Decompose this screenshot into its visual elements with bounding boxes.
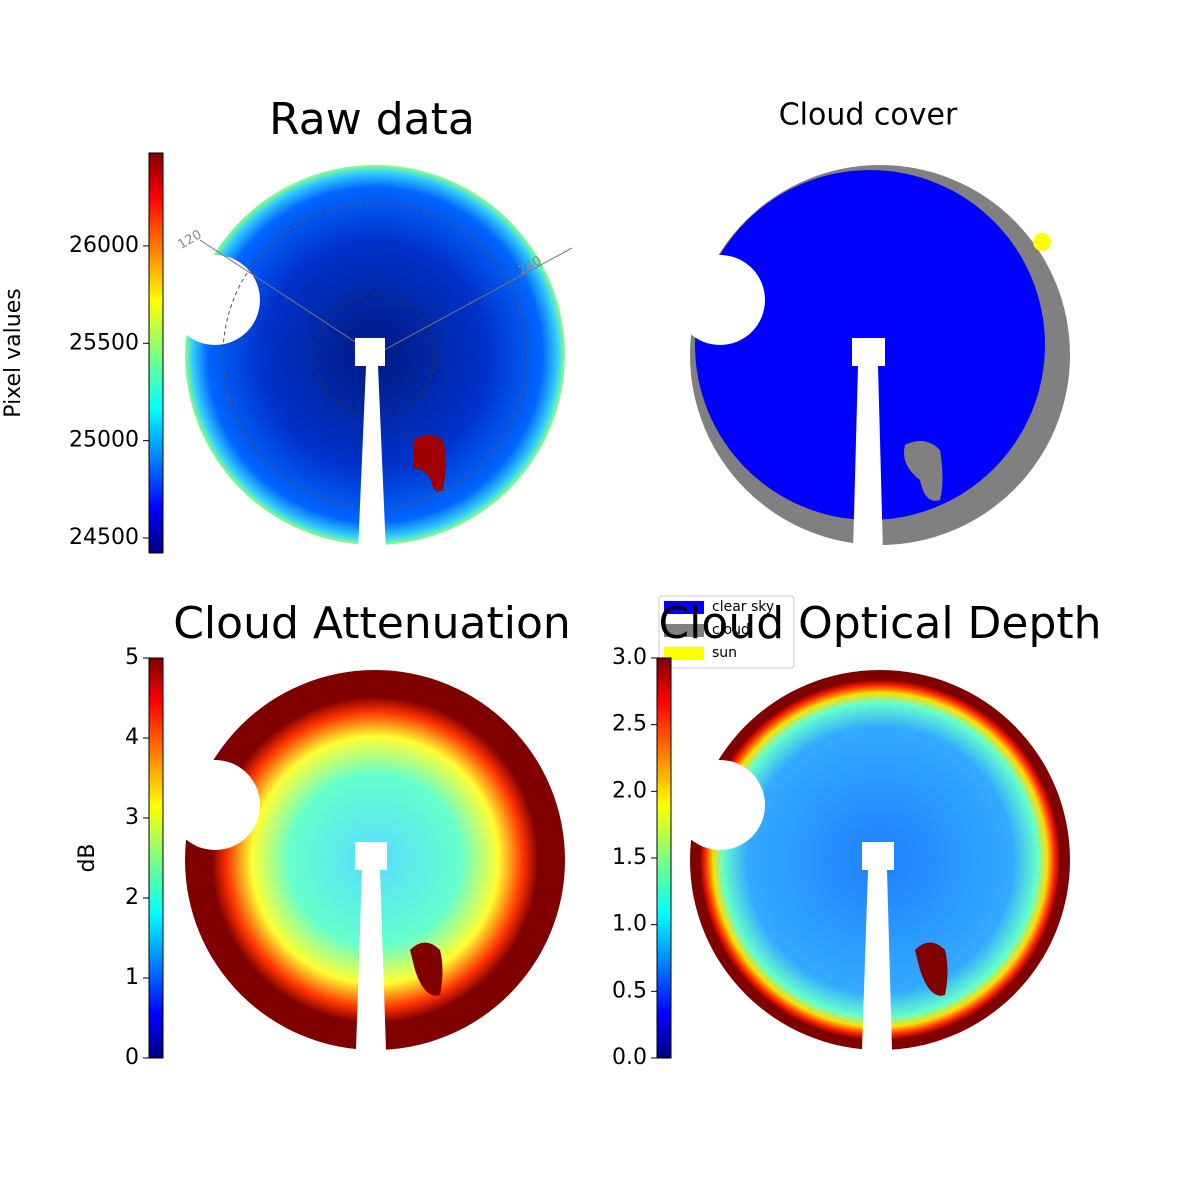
sky-attenuation [170, 670, 565, 1050]
colorbar-tick-label: 2.0 [612, 778, 647, 803]
panel-title: Cloud Attenuation [173, 598, 571, 649]
colorbar-tick-label: 1.5 [612, 845, 647, 870]
colorbar-tick-label: 24500 [69, 525, 139, 550]
colorbar-tick-label: 3.0 [612, 645, 647, 670]
legend-swatch [664, 601, 704, 614]
panel-title: Cloud cover [779, 98, 958, 133]
colorbar-tick-label: 3 [125, 805, 139, 830]
colorbar-tick-label: 5 [125, 645, 139, 670]
colorbar-tick-label: 1 [125, 965, 139, 990]
legend-label: cloud [712, 622, 750, 638]
colorbar-tick-label: 25500 [69, 330, 139, 355]
colorbar-tick-label: 1.0 [612, 912, 647, 937]
sky-optical-depth [675, 670, 1070, 1050]
colorbar-tick-label: 26000 [69, 233, 139, 258]
sky-raw [170, 165, 573, 552]
colorbar-label: Pixel values [1, 288, 26, 417]
colorbar [148, 657, 164, 1059]
colorbar-tick-label: 2.5 [612, 712, 647, 737]
panel-title: Raw data [269, 94, 475, 145]
legend-swatch [664, 624, 704, 637]
colorbar-tick-label: 25000 [69, 428, 139, 453]
legend-label: sun [712, 645, 737, 661]
colorbar-tick-label: 0 [125, 1045, 139, 1070]
colorbar-tick-label: 0.5 [612, 978, 647, 1003]
sky-cloud-cover [675, 165, 1070, 552]
polar-annotation: 120 [175, 227, 204, 252]
colorbar-tick-label: 2 [125, 885, 139, 910]
legend-swatch [664, 647, 704, 660]
colorbar-tick-label: 4 [125, 725, 139, 750]
legend-label: clear sky [712, 599, 774, 615]
panel-title: Cloud Optical Depth [658, 598, 1101, 649]
colorbar [656, 657, 672, 1059]
colorbar [148, 152, 164, 554]
colorbar-label: dB [75, 843, 100, 872]
colorbar-tick-label: 0.0 [612, 1045, 647, 1070]
